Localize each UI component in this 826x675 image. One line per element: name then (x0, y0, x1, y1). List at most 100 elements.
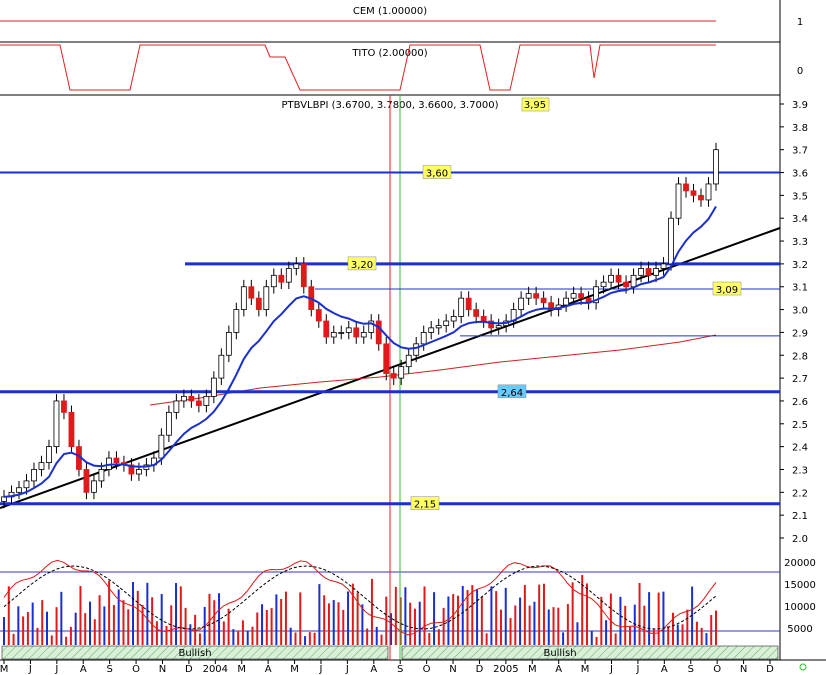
x-tick-label: A (80, 664, 87, 675)
level-badge (712, 281, 742, 296)
volume-bar (519, 597, 522, 645)
volume-bar (108, 580, 111, 645)
volume-bar (614, 633, 617, 645)
volume-bar (79, 586, 82, 645)
volume-bar (170, 605, 173, 645)
candle-body (413, 343, 420, 356)
x-tick-label: J (318, 664, 322, 675)
x-tick-label: J (54, 664, 58, 675)
volume-bar (504, 587, 507, 645)
volume-bar (160, 594, 163, 645)
candle-body (225, 332, 232, 356)
candle-body (16, 487, 22, 493)
tito-tick-0: 0 (797, 66, 803, 77)
candle-body (338, 332, 345, 334)
x-tick-label: D (185, 664, 193, 675)
price-tick-label: 2.1 (792, 511, 808, 522)
candle-body (195, 400, 202, 406)
volume-bar (633, 604, 636, 645)
volume-bar (585, 583, 588, 645)
volume-bar (514, 605, 517, 645)
volume-bar (452, 594, 455, 645)
candle-body (533, 293, 540, 299)
volume-bar (638, 583, 641, 645)
volume-bar (495, 591, 498, 645)
price-tick-label: 3.0 (792, 306, 808, 317)
volume-bar (442, 607, 445, 645)
volume-bar (117, 589, 120, 645)
stoch-tick-20000: 20000 (784, 558, 816, 569)
candle-body (353, 327, 360, 338)
volume-bar (127, 609, 130, 645)
volume-bar (557, 607, 560, 645)
candle-body (300, 263, 307, 288)
level-label: 3,60 (426, 169, 448, 180)
volume-bar (423, 586, 426, 645)
volume-bar (576, 622, 579, 645)
volume-bar (256, 612, 259, 645)
stoch-tick-15000: 15000 (784, 580, 816, 591)
candle-body (458, 297, 465, 317)
candle-body (390, 373, 397, 379)
volume-bar (619, 596, 622, 645)
volume-bar (571, 582, 574, 645)
volume-bar (490, 586, 493, 645)
volume-bar (509, 618, 512, 645)
x-tick-label: D (476, 664, 484, 675)
x-tick-label: M (290, 664, 299, 675)
candle-body (638, 268, 644, 276)
volume-bar (624, 605, 627, 645)
volume-bar (605, 620, 608, 645)
volume-bar (394, 586, 397, 645)
x-tick-label: M (237, 664, 246, 675)
candlesticks (1, 142, 719, 509)
volume-bar (289, 627, 292, 645)
candle-body (210, 377, 217, 397)
candle-body (398, 366, 405, 379)
candle-body (158, 434, 165, 459)
candle-body (98, 469, 105, 482)
candle-body (203, 395, 210, 406)
x-tick-label: A (370, 664, 377, 675)
volume-bar (112, 605, 115, 645)
x-tick-label: J (345, 664, 349, 675)
volume-bar (347, 591, 350, 645)
volume-bar (246, 630, 249, 645)
bullish-band-1-label: Bullish (178, 648, 211, 659)
x-tick-label: J (635, 664, 639, 675)
volume-bar (538, 584, 541, 645)
candle-body (690, 190, 697, 196)
candle-body (675, 183, 682, 219)
x-axis: M J J A S O N D 2004 M A M J J A S O N D 2005 M A M J J A S O N D (0, 660, 774, 675)
volume-bar (74, 612, 77, 645)
candle-body (443, 320, 450, 326)
volume-bar (327, 603, 330, 645)
candle-body (698, 194, 704, 201)
volume-bar (681, 624, 684, 645)
volume-bar (715, 610, 717, 645)
candle-body (465, 297, 472, 310)
volume-bar (351, 583, 354, 645)
candle-body (248, 286, 255, 299)
candle-body (165, 411, 172, 436)
volume-bar (3, 617, 5, 645)
candle-body (420, 332, 427, 345)
volume-bar (146, 582, 149, 645)
volume-bar (184, 607, 187, 645)
volume-bar (31, 602, 34, 645)
volume-bar (265, 610, 268, 645)
price-tick-label: 2.0 (792, 534, 808, 545)
x-tick-label: S (688, 664, 694, 675)
candle-body (31, 469, 37, 482)
volume-bar (399, 597, 402, 645)
price-tick-label: 2.4 (792, 443, 808, 454)
x-tick-label: M (0, 664, 8, 675)
current-price-badge: 3,95 (524, 100, 546, 111)
volume-bar (222, 621, 225, 645)
volume-bar (304, 636, 307, 645)
candle-body (705, 183, 712, 201)
price-tick-label: 2.7 (792, 374, 808, 385)
status-icon (799, 663, 807, 671)
candle-body (323, 320, 330, 338)
